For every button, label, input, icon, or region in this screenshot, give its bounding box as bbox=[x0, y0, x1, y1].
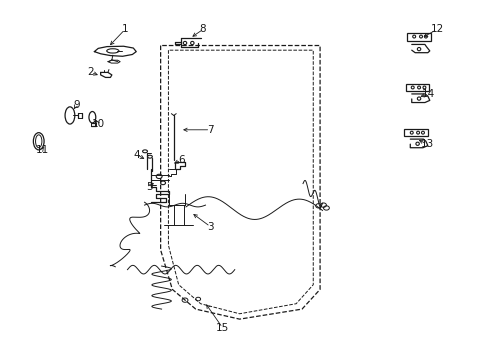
Text: 1: 1 bbox=[122, 24, 128, 35]
Bar bbox=[404, 129, 427, 136]
Text: 12: 12 bbox=[429, 24, 443, 35]
Text: 8: 8 bbox=[199, 24, 206, 35]
Bar bbox=[405, 84, 428, 91]
Text: 15: 15 bbox=[216, 323, 229, 333]
Text: 11: 11 bbox=[36, 144, 49, 154]
Text: 9: 9 bbox=[73, 100, 80, 110]
Text: 3: 3 bbox=[206, 222, 213, 231]
Text: 7: 7 bbox=[206, 125, 213, 135]
Text: 2: 2 bbox=[87, 67, 94, 77]
Text: 14: 14 bbox=[421, 89, 434, 99]
Bar bbox=[407, 33, 430, 41]
Text: 13: 13 bbox=[420, 139, 433, 149]
Text: 4: 4 bbox=[134, 150, 140, 160]
Text: 10: 10 bbox=[91, 120, 104, 129]
Text: 5: 5 bbox=[146, 182, 152, 192]
Text: 6: 6 bbox=[178, 155, 184, 165]
